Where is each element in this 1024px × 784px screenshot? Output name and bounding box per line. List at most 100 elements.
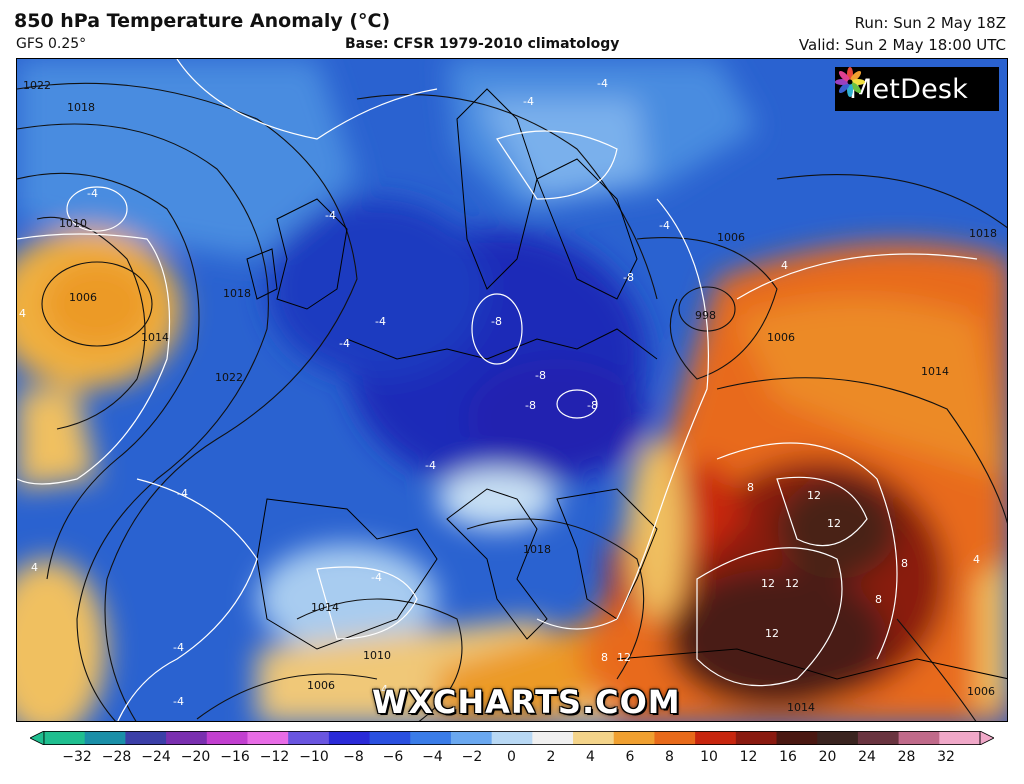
isobar-label: 1018 xyxy=(67,101,95,114)
colorbar-tick-label: −4 xyxy=(422,749,443,765)
colorbar-border xyxy=(43,731,981,745)
isobar-label: 998 xyxy=(695,309,716,322)
colorbar-segment xyxy=(410,731,452,745)
colorbar-segment xyxy=(573,731,615,745)
colorbar-tick-label: 12 xyxy=(739,749,758,765)
colorbar-segment xyxy=(206,731,248,745)
anomaly-label: 12 xyxy=(807,489,821,502)
anomaly-label: -4 xyxy=(173,695,184,708)
anomaly-label: -4 xyxy=(371,571,382,584)
colorbar-tick-label: 4 xyxy=(586,749,595,765)
climatology-base-label: Base: CFSR 1979-2010 climatology xyxy=(345,36,620,52)
colorbar-ticks: −32 −28 −24 −20 −16 −12 −10 −8 −6 −4 −2 0 2 4 6 8 10 12 16… xyxy=(0,749,1024,769)
anomaly-label: -4 xyxy=(87,187,98,200)
isobar-label: 1006 xyxy=(307,679,335,692)
isobar-label: 1014 xyxy=(141,331,169,344)
colorbar-tick-label: −2 xyxy=(461,749,483,765)
anomaly-label: -8 xyxy=(623,271,634,284)
colorbar-segment xyxy=(247,731,289,745)
colorbar-tick-label: 10 xyxy=(700,749,718,765)
isobar-label: 1010 xyxy=(363,649,391,662)
colorbar-tick-label: 28 xyxy=(897,749,916,765)
colorbar-segment xyxy=(84,731,126,745)
anomaly-label: -4 xyxy=(173,641,184,654)
anomaly-label: 12 xyxy=(617,651,631,664)
anomaly-label: 8 xyxy=(901,557,908,570)
anomaly-label: 4 xyxy=(781,259,788,272)
anomaly-label: 4 xyxy=(31,561,38,574)
metdesk-logo: MetDesk xyxy=(835,67,999,111)
colorbar-segment xyxy=(125,731,167,745)
colorbar xyxy=(29,730,995,746)
colorbar-strip xyxy=(29,730,995,746)
valid-time-label: Valid: Sun 2 May 18:00 UTC xyxy=(798,36,1006,54)
chart-title: 850 hPa Temperature Anomaly (°C) xyxy=(14,10,391,32)
isobar-label-layer: 1022 1018 1010 1006 1014 1018 1022 1014 … xyxy=(17,59,1007,721)
isobar-label: 1014 xyxy=(787,701,815,714)
anomaly-label: -4 xyxy=(325,209,336,222)
anomaly-label: 12 xyxy=(827,517,841,530)
anomaly-label: 4 xyxy=(973,553,980,566)
anomaly-label: 8 xyxy=(747,481,754,494)
isobar-label: 1014 xyxy=(921,365,949,378)
colorbar-segment xyxy=(166,731,208,745)
colorbar-tick-label: 6 xyxy=(625,749,635,765)
colorbar-tick-label: −28 xyxy=(101,749,132,765)
isobar-label: 1018 xyxy=(523,543,551,556)
anomaly-label: 12 xyxy=(785,577,799,590)
anomaly-contours xyxy=(17,59,978,721)
anomaly-label: 12 xyxy=(765,627,779,640)
isobar-label: 1006 xyxy=(767,331,795,344)
colorbar-segment xyxy=(939,731,981,745)
anomaly-label: -8 xyxy=(535,369,546,382)
colorbar-segment xyxy=(817,731,859,745)
colorbar-tick-label: −10 xyxy=(299,749,329,765)
anomaly-label: -8 xyxy=(491,315,502,328)
colorbar-segment xyxy=(491,731,533,745)
colorbar-tick-label: −12 xyxy=(259,749,290,765)
isobar-lines xyxy=(17,82,1007,721)
anomaly-label: -4 xyxy=(339,337,350,350)
colorbar-tick-label: 16 xyxy=(779,749,797,765)
anomaly-label: -4 xyxy=(375,315,386,328)
anomaly-label: -8 xyxy=(525,399,536,412)
colorbar-min-arrow xyxy=(29,730,45,746)
colorbar-segment xyxy=(654,731,696,745)
colorbar-tick-label: −20 xyxy=(180,749,211,765)
run-time-label: Run: Sun 2 May 18Z xyxy=(854,14,1006,32)
anomaly-label: -4 xyxy=(377,683,388,696)
colorbar-segment xyxy=(369,731,411,745)
isobar-label: 1006 xyxy=(967,685,995,698)
weather-map: 1022 1018 1010 1006 1014 1018 1022 1014 … xyxy=(16,58,1008,722)
colorbar-tick-label: 8 xyxy=(665,749,674,765)
colorbar-tick-label: 20 xyxy=(818,749,837,765)
colorbar-segment xyxy=(857,731,900,745)
colorbar-tick-label: 32 xyxy=(937,749,955,765)
anomaly-label: -4 xyxy=(425,459,436,472)
logo-text: MetDesk xyxy=(849,73,968,105)
colorbar-max-arrow xyxy=(979,730,995,746)
colorbar-segment xyxy=(898,731,940,745)
isobar-label: 1018 xyxy=(223,287,251,300)
isobar-label: 1006 xyxy=(717,231,745,244)
isobar-label: 1018 xyxy=(969,227,997,240)
colorbar-segment xyxy=(44,731,86,745)
colorbar-segment xyxy=(776,731,818,745)
colorbar-segment xyxy=(695,731,737,745)
anomaly-label: -4 xyxy=(177,487,188,500)
colorbar-tick-label: −16 xyxy=(220,749,250,765)
model-label: GFS 0.25° xyxy=(16,36,87,52)
colorbar-segment xyxy=(532,731,574,745)
anomaly-label: 4 xyxy=(19,307,26,320)
anomaly-label: 8 xyxy=(601,651,608,664)
colorbar-segment xyxy=(450,731,493,745)
isobar-label: 1006 xyxy=(69,291,97,304)
anomaly-label: 12 xyxy=(761,577,775,590)
isobar-label: 1022 xyxy=(23,79,51,92)
anomaly-label: -4 xyxy=(523,95,534,108)
isobar-label: 1014 xyxy=(311,601,339,614)
colorbar-segment xyxy=(288,731,330,745)
anomaly-label: 8 xyxy=(875,593,882,606)
colorbar-tick-label: −24 xyxy=(141,749,171,765)
colorbar-segment xyxy=(328,731,371,745)
